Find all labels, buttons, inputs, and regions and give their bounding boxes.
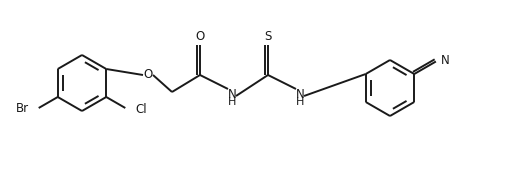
Text: O: O (196, 30, 205, 43)
Text: H: H (228, 97, 236, 107)
Text: Br: Br (16, 103, 28, 116)
Text: N: N (440, 54, 449, 67)
Text: H: H (296, 97, 304, 107)
Text: Cl: Cl (135, 103, 147, 116)
Text: N: N (228, 88, 236, 101)
Text: N: N (296, 88, 304, 101)
Text: O: O (143, 69, 152, 82)
Text: S: S (264, 30, 272, 43)
